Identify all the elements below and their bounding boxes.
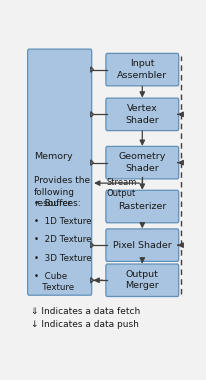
Text: •  Cube
   Texture: • Cube Texture <box>34 272 74 292</box>
Text: Stream
Output: Stream Output <box>106 178 137 198</box>
Text: •  2D Texture: • 2D Texture <box>34 236 91 244</box>
Text: ↓ Indicates a data push: ↓ Indicates a data push <box>30 320 138 329</box>
Text: Rasterizer: Rasterizer <box>118 202 166 211</box>
FancyBboxPatch shape <box>106 229 179 261</box>
Text: Provides the
following
resources:: Provides the following resources: <box>34 176 90 208</box>
FancyBboxPatch shape <box>28 49 92 295</box>
Text: Geometry
Shader: Geometry Shader <box>119 152 166 173</box>
Text: Pixel Shader: Pixel Shader <box>113 241 172 250</box>
Text: Input
Assembler: Input Assembler <box>117 59 167 80</box>
Text: ⇓ Indicates a data fetch: ⇓ Indicates a data fetch <box>30 307 140 316</box>
Text: Vertex
Shader: Vertex Shader <box>125 104 159 125</box>
Text: •  1D Texture: • 1D Texture <box>34 217 91 226</box>
FancyBboxPatch shape <box>106 190 179 223</box>
Text: •  Buffer: • Buffer <box>34 199 71 208</box>
FancyBboxPatch shape <box>106 98 179 131</box>
Text: Memory: Memory <box>34 152 72 161</box>
FancyBboxPatch shape <box>106 53 179 86</box>
Text: •  3D Texture: • 3D Texture <box>34 253 91 263</box>
FancyBboxPatch shape <box>106 146 179 179</box>
FancyBboxPatch shape <box>106 264 179 296</box>
Text: Output
Merger: Output Merger <box>125 270 159 290</box>
